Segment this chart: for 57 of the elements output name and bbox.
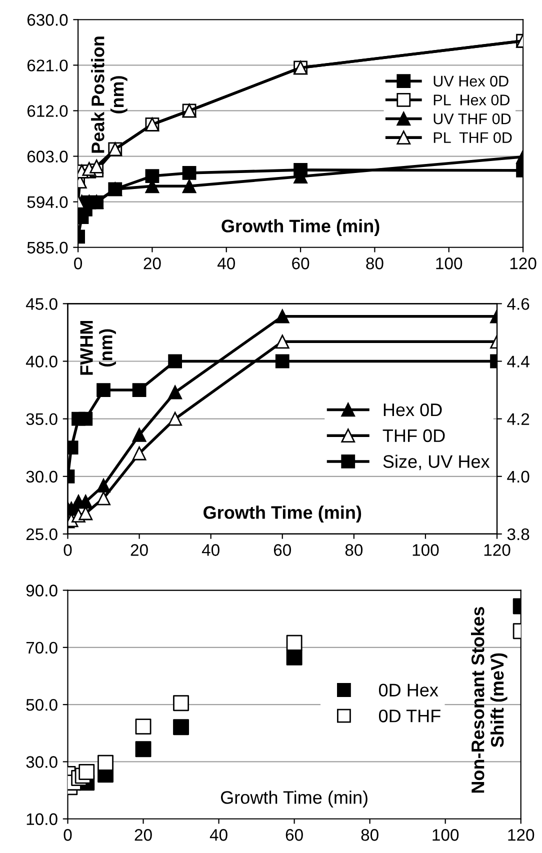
- y-tick-label: 630.0: [27, 14, 68, 26]
- y-tick-label: 30.0: [26, 756, 58, 768]
- x-tick-label: 100: [436, 258, 462, 270]
- x-tick-label: 100: [432, 829, 459, 841]
- x-tick-label: 0: [64, 829, 72, 841]
- y-tick-label: 50.0: [26, 698, 58, 711]
- x-tick-label: 80: [361, 829, 378, 841]
- y-tick-label: 90.0: [26, 584, 58, 596]
- x-tick-label: 120: [508, 829, 534, 841]
- legend-label: Hex 0D: [384, 403, 442, 416]
- legend-label: UV THF 0D: [434, 113, 511, 124]
- x-tick-label: 0: [64, 544, 72, 556]
- y2-tick-label: 3.8: [507, 528, 530, 540]
- x-tick-label: 20: [130, 544, 148, 556]
- x-tick-label: 100: [412, 544, 439, 556]
- y-tick-label: 612.0: [27, 105, 68, 117]
- x-tick-label: 80: [366, 258, 384, 270]
- y-tick-label: 70.0: [26, 642, 58, 654]
- legend-label: PL THF 0D: [434, 132, 512, 144]
- legend-label: 0D Hex: [378, 684, 438, 696]
- y-axis-title: Non-Resonant Stokes Shift (meV): [471, 607, 508, 793]
- x-axis-title: Growth Time (min): [220, 790, 368, 808]
- y-tick-label: 621.0: [27, 60, 68, 72]
- y-tick-label: 35.0: [26, 413, 58, 426]
- legend-label: PL Hex 0D: [434, 94, 510, 106]
- y2-tick-label: 4.4: [507, 356, 530, 368]
- y2-tick-label: 4.0: [507, 470, 530, 483]
- legend-label: Size, UV Hex: [383, 454, 490, 470]
- y-tick-label: 594.0: [27, 196, 68, 208]
- y2-tick-label: 4.2: [507, 413, 530, 425]
- x-tick-label: 0: [74, 258, 82, 270]
- y-tick-label: 40.0: [26, 356, 58, 368]
- y-tick-label: 10.0: [26, 813, 58, 826]
- legend-label: 0D THF: [378, 710, 440, 722]
- x-axis-title: Growth Time (min): [222, 219, 380, 236]
- x-tick-label: 60: [286, 829, 303, 841]
- y-tick-label: 45.0: [26, 298, 58, 310]
- x-tick-label: 40: [202, 544, 220, 556]
- x-axis-title: Growth Time (min): [204, 506, 362, 522]
- x-tick-label: 120: [510, 258, 536, 270]
- y-tick-label: 25.0: [26, 528, 58, 540]
- x-tick-label: 120: [484, 544, 510, 556]
- x-tick-label: 20: [144, 258, 161, 270]
- x-tick-label: 60: [274, 544, 291, 556]
- y-tick-label: 603.0: [27, 150, 68, 162]
- x-tick-label: 80: [345, 544, 363, 556]
- x-tick-label: 40: [217, 258, 235, 270]
- y-axis-title: Peak Position (nm): [91, 36, 128, 153]
- legend-label: THF 0D: [382, 429, 445, 442]
- y-tick-label: 585.0: [27, 242, 68, 254]
- y-axis-title: FWHM (nm): [80, 321, 116, 375]
- y2-tick-label: 4.6: [507, 298, 530, 310]
- legend-label: UV Hex 0D: [434, 76, 508, 87]
- x-tick-label: 60: [292, 258, 310, 270]
- x-tick-label: 40: [210, 829, 228, 841]
- y-tick-label: 30.0: [26, 470, 58, 483]
- x-tick-label: 20: [134, 829, 152, 841]
